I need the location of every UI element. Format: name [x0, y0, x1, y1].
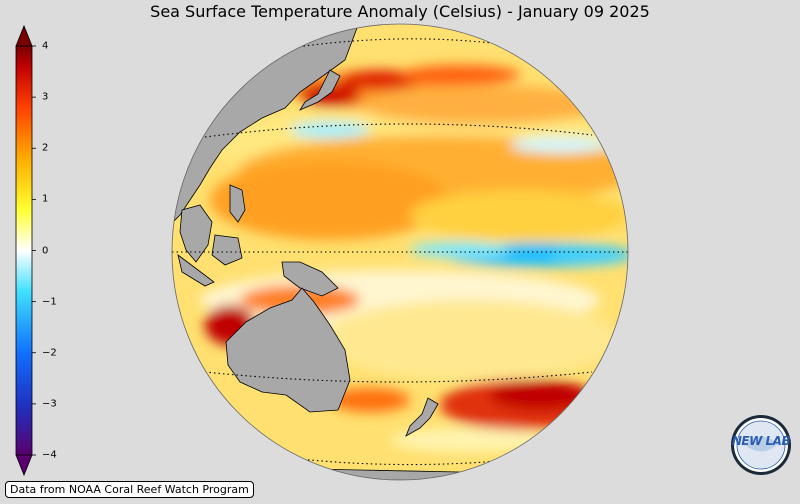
colorbar-tick-label: −1: [42, 296, 57, 308]
colorbar-min-arrow: [15, 454, 33, 477]
latitude-line-30s: [204, 371, 593, 383]
page-title: Sea Surface Temperature Anomaly (Celsius…: [150, 2, 650, 21]
colorbar-tick-label: 0: [42, 245, 49, 256]
sumatra-landmass: [177, 254, 215, 287]
latitude-line-30n: [204, 123, 593, 138]
japan-landmass: [298, 69, 341, 111]
colorbar-tick-label: 4: [42, 40, 49, 52]
new-lab-logo-icon: NEW LAB: [730, 414, 792, 476]
globe-outline: [171, 23, 629, 481]
colorbar-graphic: [15, 24, 36, 477]
colorbar-tick-label: −4: [42, 449, 57, 461]
colorbar-tick-label: 2: [42, 142, 49, 154]
globe-disc: [172, 24, 628, 480]
new-guinea-landmass: [281, 261, 339, 297]
logo-text: NEW LAB: [731, 434, 791, 448]
philippines-landmass: [229, 184, 246, 223]
colorbar-tick-label: −2: [42, 347, 57, 359]
indochina-landmass: [179, 204, 213, 263]
australia-landmass: [225, 287, 351, 413]
data-credit: Data from NOAA Coral Reef Watch Program: [5, 481, 254, 498]
latitude-line-60n: [289, 38, 501, 49]
colorbar-tick-label: 1: [42, 193, 49, 205]
latitude-lines: [172, 38, 628, 466]
colorbar: 4 3 2 1 0 −1 −2 −3 −4: [0, 0, 80, 500]
colorbar-tick-label: 3: [42, 91, 49, 103]
colorbar-tick-label: −3: [42, 398, 57, 410]
new-zealand-landmass: [405, 397, 439, 437]
